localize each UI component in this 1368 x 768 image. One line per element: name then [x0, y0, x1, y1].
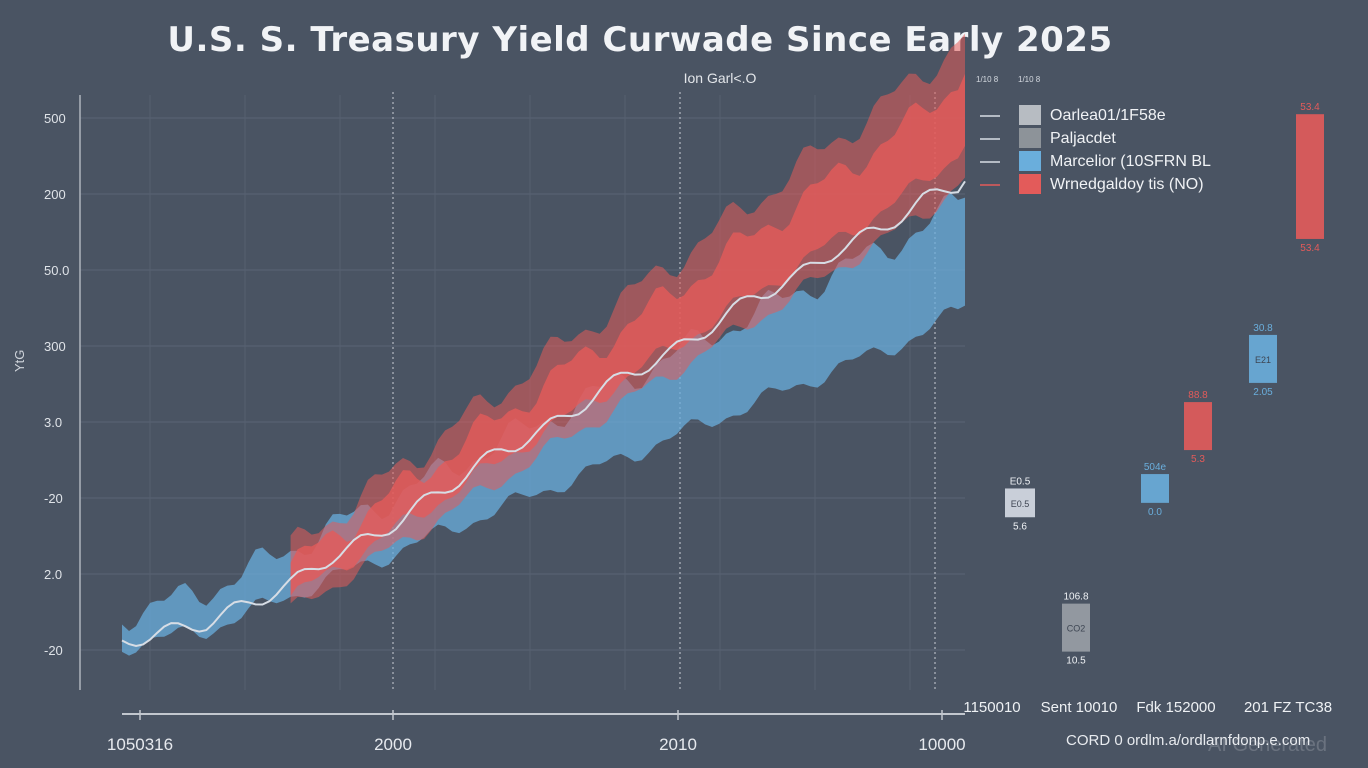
ai-watermark: AI Generated — [1208, 734, 1327, 756]
panel-box-top-label: 106.8 — [1063, 592, 1088, 603]
panel-x-tick-label: Sent 10010 — [1041, 699, 1118, 716]
y-tick-label: 300 — [44, 339, 66, 354]
legend-swatch — [1019, 151, 1041, 171]
panel-box — [1005, 488, 1035, 518]
legend-swatch — [1019, 105, 1041, 125]
legend-swatch — [1019, 128, 1041, 148]
panel-box-bottom-label: 2.05 — [1253, 387, 1273, 398]
y-tick-label: 500 — [44, 111, 66, 126]
legend-label: Oarlea01/1F58e — [1050, 107, 1166, 124]
chart-axes: 500 200 50.0 300 3.0 -20 2.0 -20 1050316 2000 2010… — [44, 95, 966, 754]
panel-x-tick-label: 1150010 — [963, 699, 1020, 716]
x-tick-label: 1050316 — [107, 735, 173, 754]
panel-box — [1296, 114, 1324, 239]
legend-label: Marcelior (10SFRN BL — [1050, 153, 1211, 170]
panel-box — [1141, 474, 1169, 503]
panel-box-top-label: E0.5 — [1010, 476, 1031, 487]
panel-box-bottom-label: 10.5 — [1066, 656, 1086, 667]
chart-subtitle: Ion Garl<.O — [683, 70, 757, 86]
y-tick-label: 200 — [44, 187, 66, 202]
x-tick-label: 2010 — [659, 735, 697, 754]
x-tick-label: 2000 — [374, 735, 412, 754]
legend-header: 1/10 8 — [1018, 75, 1041, 84]
y-tick-label: 3.0 — [44, 415, 62, 430]
legend-swatch — [1019, 174, 1041, 194]
y-tick-label: 2.0 — [44, 567, 62, 582]
panel-box-top-label: 88.8 — [1188, 390, 1208, 401]
legend-label: Paljacdet — [1050, 130, 1116, 147]
y-tick-label: -20 — [44, 643, 63, 658]
panel-box — [1062, 603, 1090, 652]
legend-header: 1/10 8 — [976, 75, 999, 84]
panel-box-bottom-label: 5.3 — [1191, 454, 1205, 465]
y-tick-label: 50.0 — [44, 263, 69, 278]
panel-box-label: CO2 — [1067, 624, 1086, 634]
panel-x-tick-label: 201 FZ TC38 — [1244, 699, 1332, 716]
panel-box-top-label: 53.4 — [1300, 102, 1320, 113]
panel-box-top-label: 30.8 — [1253, 323, 1273, 334]
y-tick-label: -20 — [44, 491, 63, 506]
panel-box-label: E0.5 — [1011, 499, 1030, 509]
panel-box-label: E21 — [1255, 355, 1271, 365]
panel-box-bottom-label: 0.0 — [1148, 507, 1162, 518]
x-tick-label: 10000 — [918, 735, 965, 754]
chart-legend: 1/10 8 1/10 8 Oarlea01/1F58e Paljacdet Marce… — [976, 75, 1211, 194]
chart-grid — [80, 92, 965, 690]
legend-label: Wrnedgaldoy tis (NO) — [1050, 176, 1204, 193]
panel-box-bottom-label: 53.4 — [1300, 243, 1320, 254]
chart-series — [121, 33, 966, 656]
panel-x-tick-label: Fdk 152000 — [1136, 699, 1215, 716]
panel-box-top-label: 504e — [1144, 462, 1167, 473]
panel-box-bottom-label: 5.6 — [1013, 521, 1027, 532]
panel-box — [1184, 402, 1212, 451]
red-series-band — [290, 73, 966, 596]
right-panel: E0.5 E0.5 5.6 106.8 CO2 10.5 504e 0.0 88.8 5.3 30.… — [963, 102, 1332, 716]
panel-box — [1249, 334, 1277, 383]
light-series-line — [121, 180, 966, 647]
source-credit: CORD 0 ordlm.a/ordlarnfdonp.e.com — [1066, 732, 1311, 749]
